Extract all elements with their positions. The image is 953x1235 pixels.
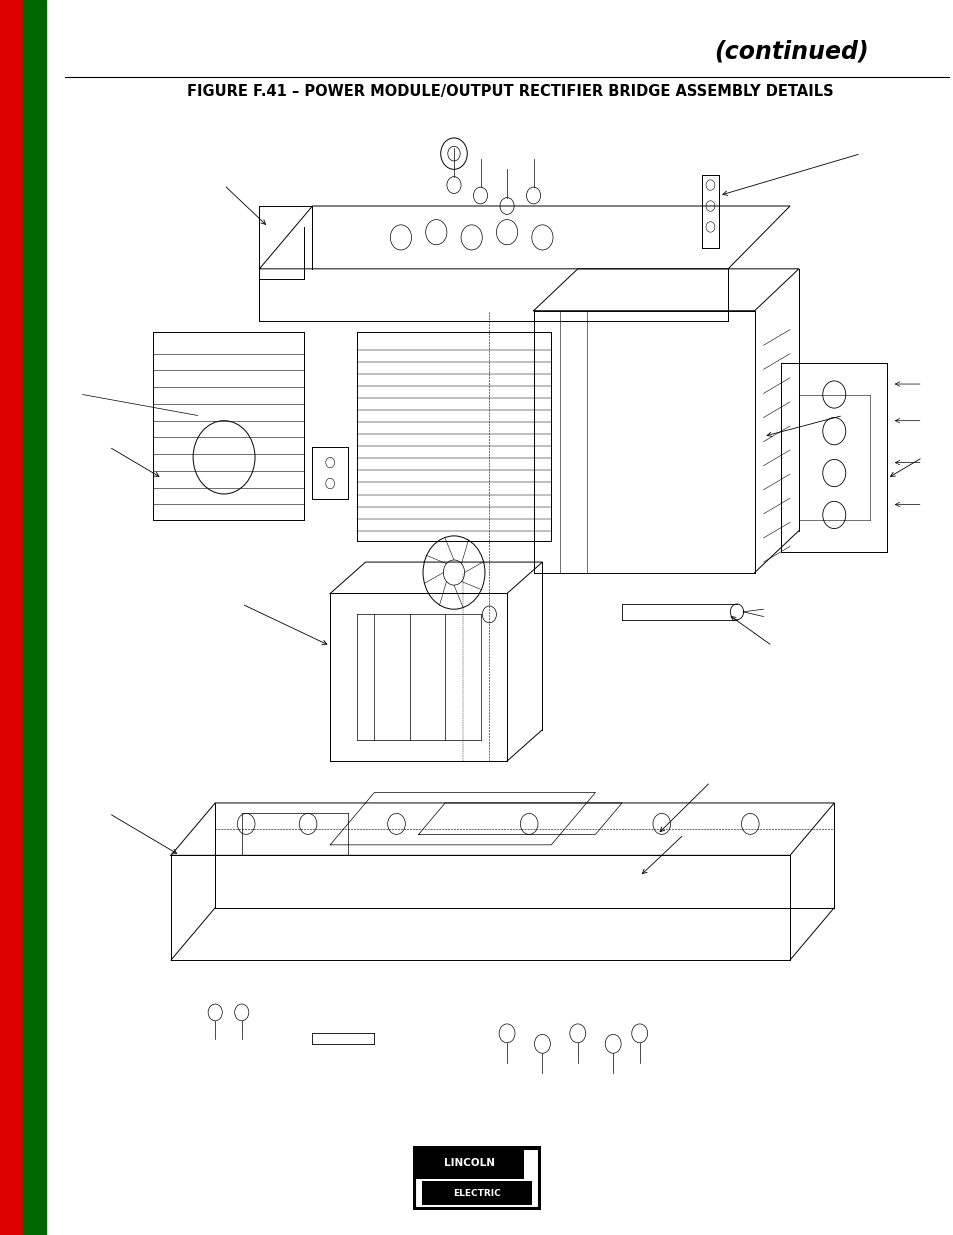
Text: FIGURE F.41 – POWER MODULE/OUTPUT RECTIFIER BRIDGE ASSEMBLY DETAILS: FIGURE F.41 – POWER MODULE/OUTPUT RECTIF… [187, 84, 833, 99]
Text: Return to Master TOC: Return to Master TOC [30, 1025, 39, 1136]
Text: Return to Section TOC: Return to Section TOC [7, 1024, 16, 1137]
Text: ®: ® [509, 1155, 516, 1160]
Text: (continued): (continued) [714, 40, 868, 64]
Text: Return to Section TOC: Return to Section TOC [7, 98, 16, 211]
Text: LINCOLN: LINCOLN [443, 1157, 495, 1168]
Text: Return to Master TOC: Return to Master TOC [30, 408, 39, 519]
Text: Return to Section TOC: Return to Section TOC [7, 406, 16, 520]
Text: ELECTRIC: ELECTRIC [453, 1188, 500, 1198]
Text: Return to Master TOC: Return to Master TOC [30, 99, 39, 210]
Text: Return to Master TOC: Return to Master TOC [30, 716, 39, 827]
Text: Return to Section TOC: Return to Section TOC [7, 715, 16, 829]
